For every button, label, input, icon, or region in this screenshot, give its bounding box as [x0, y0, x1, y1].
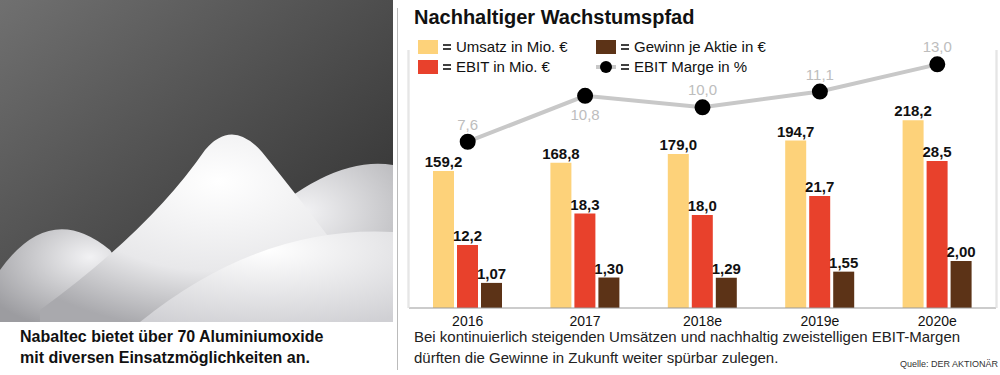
svg-text:2016: 2016	[452, 313, 483, 329]
svg-text:12,2: 12,2	[453, 227, 482, 244]
html-text:Umsatz in Mio. €: Umsatz in Mio. €	[456, 38, 568, 55]
html-text:Nabaltec bietet über 70 Alumin: Nabaltec bietet über 70 Aluminiumoxide	[20, 328, 324, 345]
svg-text:21,7: 21,7	[805, 178, 834, 195]
svg-text:179,0: 179,0	[660, 136, 698, 153]
svg-text:194,7: 194,7	[777, 123, 815, 140]
svg-text:1,30: 1,30	[594, 260, 623, 277]
svg-text:2017: 2017	[570, 313, 601, 329]
svg-text:2018e: 2018e	[683, 313, 722, 329]
html-text:EBIT Marge in %: EBIT Marge in %	[634, 58, 748, 75]
svg-text:218,2: 218,2	[894, 102, 932, 119]
html-text:Gewinn je Aktie in €: Gewinn je Aktie in €	[634, 38, 766, 55]
svg-text:10,8: 10,8	[570, 106, 599, 123]
svg-text:2020e: 2020e	[918, 313, 957, 329]
html-text:Quelle: DER AKTIONÄR: Quelle: DER AKTIONÄR	[900, 359, 998, 369]
svg-text:10,0: 10,0	[688, 81, 717, 98]
svg-text:13,0: 13,0	[923, 38, 952, 55]
html-text:Bei kontinuierlich steigenden: Bei kontinuierlich steigenden Umsätzen u…	[414, 328, 961, 345]
svg-text:7,6: 7,6	[457, 116, 478, 133]
svg-text:18,3: 18,3	[570, 196, 599, 213]
html-text:mit diversen Einsatzmöglichkei: mit diversen Einsatzmöglichkeiten an.	[20, 349, 310, 366]
svg-text:1,29: 1,29	[712, 260, 741, 277]
svg-text:159,2: 159,2	[425, 153, 463, 170]
svg-text:11,1: 11,1	[806, 66, 834, 83]
svg-text:28,5: 28,5	[922, 143, 951, 160]
html-text:dürften die Gewinne in Zukunft: dürften die Gewinne in Zukunft weiter sp…	[414, 349, 779, 366]
html-text:EBIT in Mio. €: EBIT in Mio. €	[456, 58, 550, 75]
svg-text:18,0: 18,0	[688, 197, 717, 214]
svg-text:2019e: 2019e	[800, 313, 839, 329]
html-text:Nachhaltiger Wachstumspfad: Nachhaltiger Wachstumspfad	[414, 6, 695, 28]
svg-text:2,00: 2,00	[946, 243, 975, 260]
svg-text:1,55: 1,55	[829, 254, 858, 271]
svg-text:1,07: 1,07	[477, 265, 506, 282]
svg-text:168,8: 168,8	[542, 145, 580, 162]
